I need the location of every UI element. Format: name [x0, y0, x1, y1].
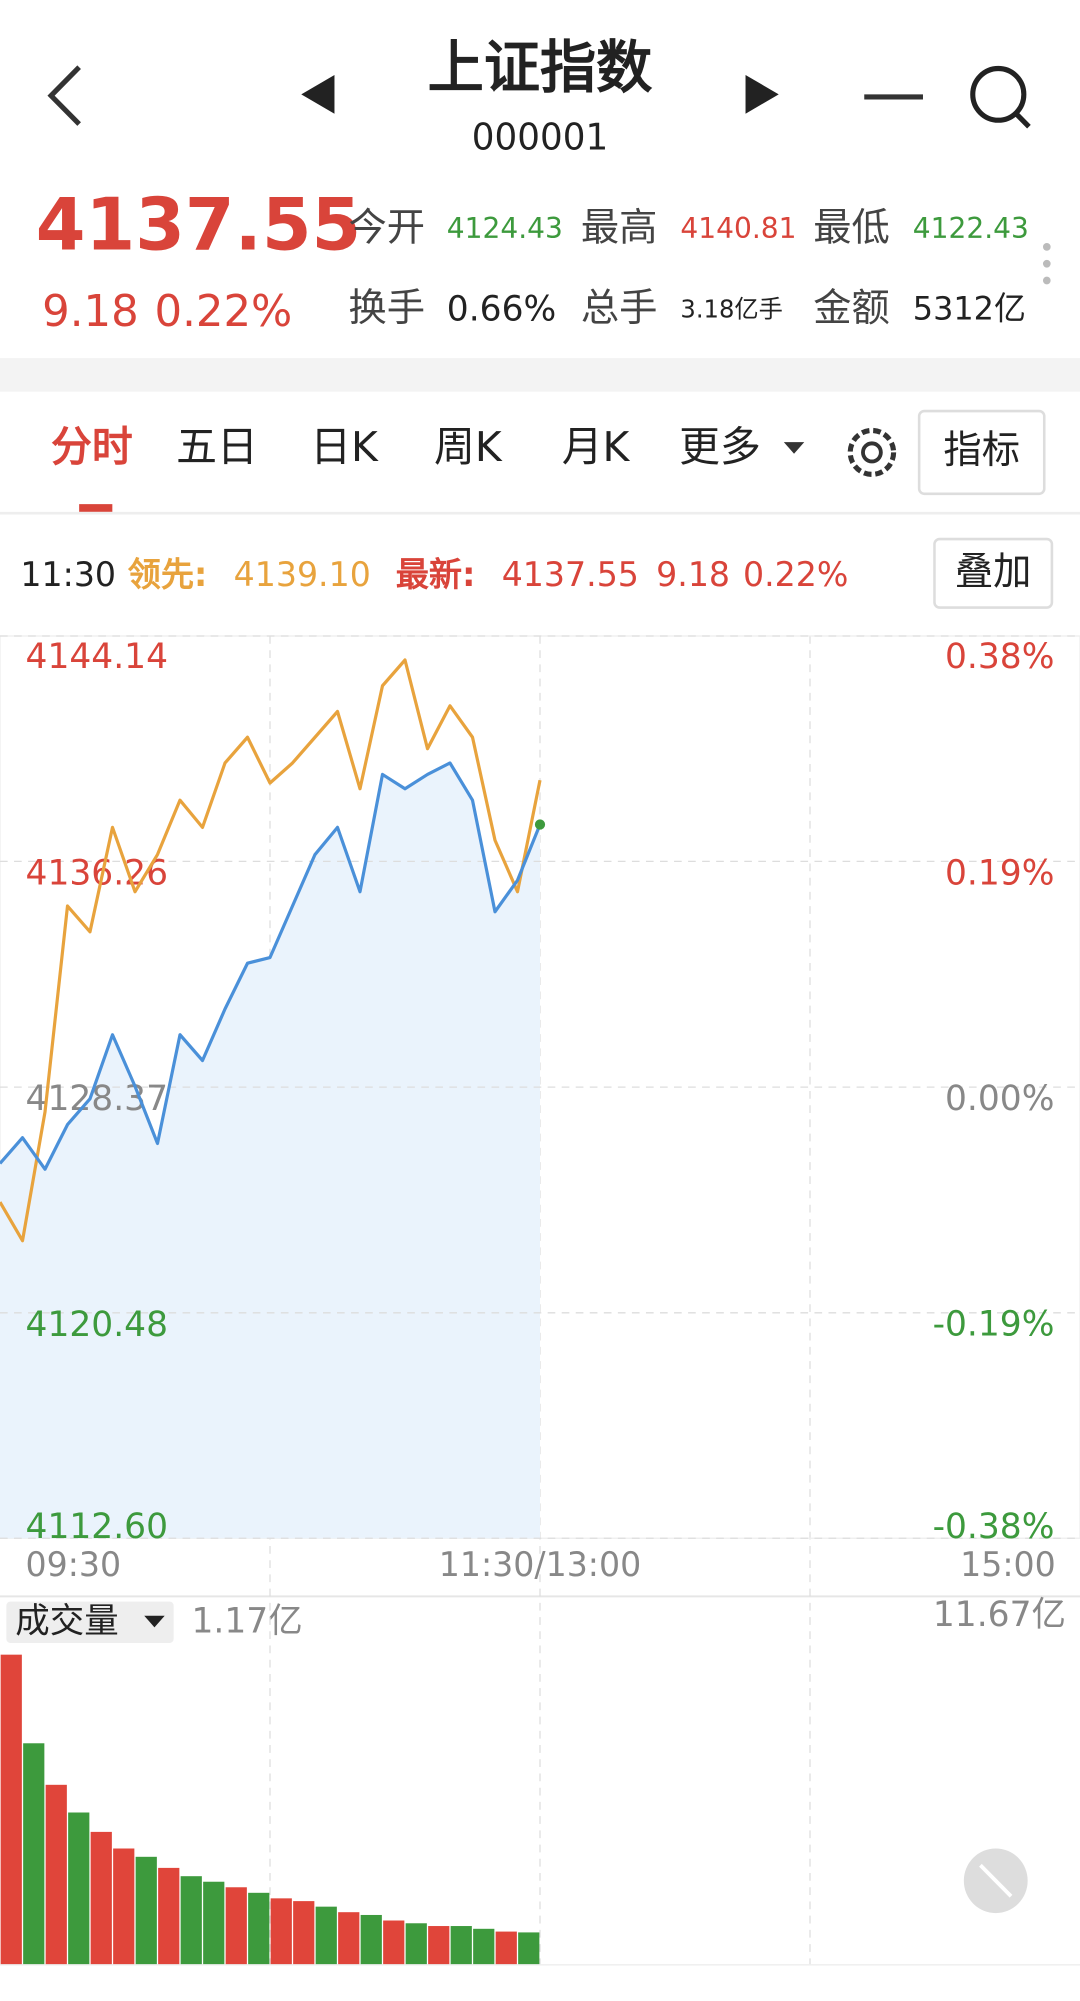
y2-tick-label: 0.19%	[945, 853, 1054, 893]
stat-value: 5312亿	[913, 289, 1026, 327]
gear-outer	[847, 427, 897, 477]
y-tick-label: 4144.14	[26, 637, 168, 677]
dot	[1042, 259, 1051, 268]
tab[interactable]: 日K	[310, 423, 379, 471]
volume-bar	[248, 1892, 270, 1965]
volume-bar	[518, 1932, 540, 1965]
volume-title: 成交量	[15, 1601, 118, 1641]
tab[interactable]: 周K	[434, 423, 503, 471]
tab[interactable]: 五日	[176, 423, 258, 471]
y2-tick-label: -0.19%	[933, 1304, 1055, 1344]
x-tick-label: 15:00	[960, 1545, 1056, 1584]
volume-bar	[293, 1901, 315, 1965]
volume-bar	[180, 1876, 202, 1965]
y2-tick-label: 0.38%	[945, 637, 1054, 677]
back-button[interactable]	[47, 65, 81, 126]
volume-selector[interactable]	[6, 1601, 174, 1643]
latest-change-pct: 0.22%	[743, 555, 848, 594]
dropdown-arrow	[783, 442, 805, 454]
volume-bar	[23, 1743, 45, 1965]
price-line	[0, 658, 542, 1243]
x-tick-label: 11:30/13:00	[439, 1545, 641, 1584]
more-menu[interactable]	[1042, 243, 1051, 285]
search-icon-handle	[1014, 111, 1031, 129]
expand-button[interactable]	[963, 1848, 1028, 1914]
tab[interactable]: 月K	[562, 423, 631, 471]
overlay-label: 叠加	[955, 549, 1032, 594]
overlay-button[interactable]	[933, 537, 1054, 609]
volume-bar	[495, 1931, 517, 1965]
volume-bar	[428, 1926, 450, 1965]
price: 4137.55	[36, 182, 362, 267]
price-line	[0, 761, 542, 1171]
volume-bar	[90, 1831, 112, 1965]
change-pct: 0.22%	[154, 286, 292, 337]
settings-button[interactable]	[847, 427, 897, 477]
stat-label: 总手	[581, 286, 658, 331]
indicator-label: 指标	[943, 428, 1020, 473]
last-point	[534, 819, 546, 830]
volume-bar	[135, 1856, 157, 1965]
dot	[1042, 243, 1051, 251]
stat-value: 4122.43	[913, 212, 1029, 245]
volume-bar	[270, 1898, 292, 1965]
volume-bar	[405, 1923, 427, 1965]
leader-label: 领先:	[128, 555, 208, 594]
prev-button[interactable]	[301, 74, 335, 114]
next-button[interactable]	[745, 74, 779, 114]
volume-bar	[45, 1784, 67, 1965]
stat-label: 今开	[349, 205, 426, 250]
volume-max-label: 11.67亿	[933, 1595, 1066, 1635]
expand-icon	[979, 1863, 1013, 1898]
stat-label: 最高	[581, 205, 658, 250]
stat-value: 3.18亿手	[680, 294, 782, 323]
gear-inner	[861, 441, 883, 464]
y-tick-label: 4112.60	[26, 1507, 168, 1547]
stat-value: 4140.81	[680, 212, 796, 245]
volume-bar	[338, 1912, 360, 1965]
indicator-button[interactable]	[917, 409, 1046, 496]
volume-bar	[383, 1920, 405, 1965]
volume-bar	[450, 1926, 472, 1965]
tab-underline	[79, 504, 113, 512]
change: 9.18	[42, 286, 139, 337]
search-icon	[970, 65, 1027, 123]
volume-bar	[158, 1867, 180, 1965]
stock-code: 000001	[472, 117, 608, 158]
volume-bar	[68, 1812, 90, 1965]
volume-bar	[0, 1654, 22, 1965]
y2-tick-label: -0.38%	[933, 1507, 1055, 1547]
divider	[0, 358, 1080, 392]
volume-bar	[113, 1848, 135, 1965]
latest-change: 9.18	[656, 555, 730, 594]
x-tick-label: 09:30	[26, 1545, 122, 1584]
stat-value: 0.66%	[447, 289, 556, 329]
stock-title: 上证指数	[428, 35, 653, 100]
search-button[interactable]	[970, 65, 1031, 129]
latest-label: 最新:	[396, 555, 476, 594]
y2-tick-label: 0.00%	[945, 1079, 1054, 1119]
volume-bar	[360, 1914, 382, 1965]
stat-label: 最低	[813, 205, 890, 250]
y-tick-label: 4120.48	[26, 1305, 168, 1345]
stat-value: 4124.43	[447, 212, 563, 245]
volume-bar	[315, 1906, 337, 1965]
tab-active[interactable]: 分时	[51, 423, 133, 471]
latest-price: 4137.55	[502, 555, 639, 594]
info-time: 11:30	[20, 555, 116, 594]
tab[interactable]: 更多	[679, 423, 761, 471]
volume-bar	[203, 1881, 225, 1965]
volume-bar	[225, 1887, 247, 1965]
price-area	[0, 762, 540, 1539]
leader-value: 4139.10	[234, 555, 371, 594]
dot	[1042, 276, 1051, 285]
dropdown-arrow	[144, 1615, 165, 1628]
volume-bar	[473, 1928, 495, 1965]
stat-label: 金额	[813, 286, 890, 331]
stat-label: 换手	[349, 286, 426, 331]
volume-latest: 1.17亿	[191, 1601, 302, 1641]
